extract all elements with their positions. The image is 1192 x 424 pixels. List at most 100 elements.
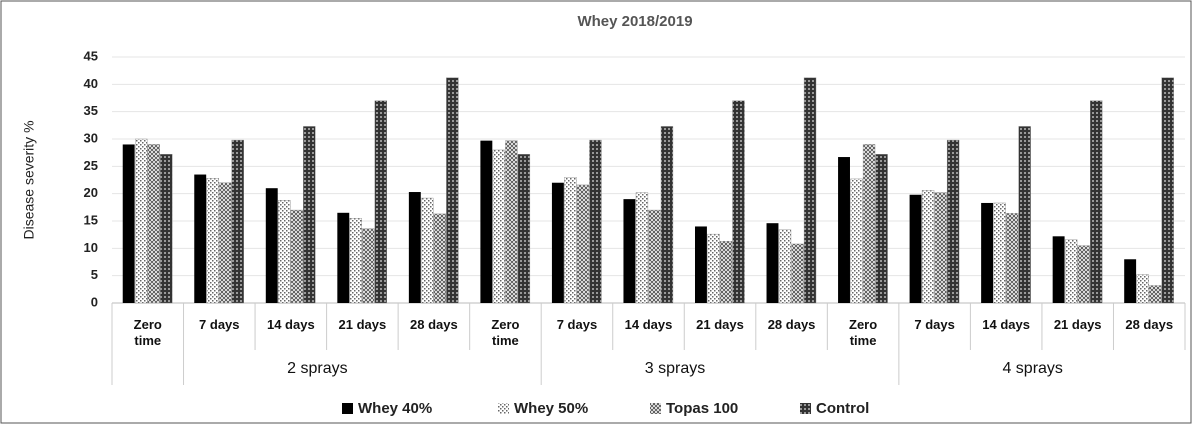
bar	[135, 138, 148, 304]
group-label: 3 sprays	[645, 360, 705, 377]
bar	[362, 228, 375, 304]
bar	[231, 139, 244, 304]
bar	[1161, 77, 1174, 304]
bar	[265, 188, 278, 303]
x-tick-label: 7 days	[556, 317, 598, 332]
bar	[349, 218, 362, 304]
bar	[981, 202, 994, 303]
bar	[1005, 213, 1019, 304]
y-tick-label: 5	[91, 267, 98, 282]
legend-label: Control	[816, 400, 869, 417]
bar	[589, 139, 602, 304]
bar	[564, 177, 577, 304]
bar	[623, 199, 636, 303]
bar	[946, 139, 960, 304]
bar	[1124, 259, 1137, 303]
x-tick-label: 28 days	[1125, 317, 1174, 332]
x-tick-label: 28 days	[410, 317, 458, 332]
bar	[219, 182, 232, 304]
x-tick-label: 7 days	[914, 317, 955, 332]
bar	[374, 100, 388, 304]
x-tick-label: 21 days	[696, 317, 744, 332]
bar	[1136, 274, 1149, 304]
bar	[921, 190, 935, 304]
legend-label: Whey 40%	[358, 400, 432, 417]
y-tick-label: 30	[84, 130, 98, 145]
bar	[147, 144, 160, 304]
x-tick-label: Zero time	[491, 317, 520, 348]
x-tick-label: Zero time	[133, 317, 162, 348]
bar	[909, 194, 922, 303]
bar	[875, 154, 888, 304]
bar	[694, 226, 707, 303]
y-axis-label: Disease severity %	[21, 120, 37, 239]
legend-label: Topas 100	[666, 400, 738, 417]
y-tick-label: 40	[84, 76, 98, 91]
y-tick-label: 10	[84, 240, 98, 255]
chart-title: Whey 2018/2019	[577, 13, 692, 30]
bar	[635, 192, 649, 304]
legend-swatch	[498, 403, 509, 414]
y-tick-label: 15	[84, 212, 98, 227]
bar	[766, 223, 779, 303]
bar	[278, 200, 291, 304]
legend-swatch	[800, 403, 811, 414]
bar	[993, 202, 1006, 304]
bar	[791, 243, 804, 304]
bar	[719, 241, 733, 304]
bar	[433, 213, 447, 304]
y-tick-label: 35	[84, 103, 98, 118]
bar	[160, 154, 173, 304]
bar	[648, 209, 661, 304]
x-tick-label: 7 days	[199, 317, 240, 332]
bar	[446, 77, 459, 304]
bar	[1090, 100, 1103, 304]
bar	[517, 154, 531, 304]
legend-label: Whey 50%	[514, 400, 588, 417]
y-tick-label: 25	[84, 158, 98, 173]
y-tick-label: 0	[91, 294, 98, 309]
x-tick-label: 21 days	[338, 317, 387, 332]
y-tick-label: 20	[84, 185, 98, 200]
bar	[421, 197, 434, 304]
legend-swatch	[342, 403, 353, 414]
bar	[850, 178, 863, 304]
bar	[1077, 245, 1090, 304]
bar	[122, 144, 135, 303]
legend-swatch	[650, 403, 661, 414]
group-label: 2 sprays	[287, 360, 347, 377]
bar	[934, 192, 947, 304]
bar	[803, 77, 817, 304]
bar	[732, 100, 745, 304]
bar	[408, 192, 421, 303]
x-tick-label: 14 days	[624, 317, 673, 332]
bar	[707, 233, 720, 304]
bar	[194, 174, 207, 303]
bar	[1052, 236, 1065, 303]
bar	[206, 178, 219, 304]
bar	[551, 182, 564, 303]
group-label: 4 sprays	[1002, 360, 1062, 377]
bar	[505, 140, 518, 304]
bar	[303, 126, 316, 304]
bar	[1149, 285, 1162, 304]
bar	[1018, 126, 1031, 304]
x-tick-label: 21 days	[1053, 317, 1102, 332]
bar	[576, 184, 590, 304]
bar	[1064, 239, 1078, 304]
bar	[480, 140, 493, 303]
bar	[862, 144, 876, 304]
x-tick-label: 28 days	[767, 317, 816, 332]
bar	[290, 209, 303, 304]
bar	[660, 126, 674, 304]
x-tick-label: Zero time	[849, 317, 878, 348]
x-tick-label: 14 days	[982, 317, 1030, 332]
x-tick-label: 14 days	[266, 317, 315, 332]
bar	[492, 149, 506, 304]
bar	[838, 157, 850, 303]
bar	[337, 212, 350, 303]
bar	[778, 229, 792, 304]
y-tick-label: 45	[84, 48, 98, 63]
